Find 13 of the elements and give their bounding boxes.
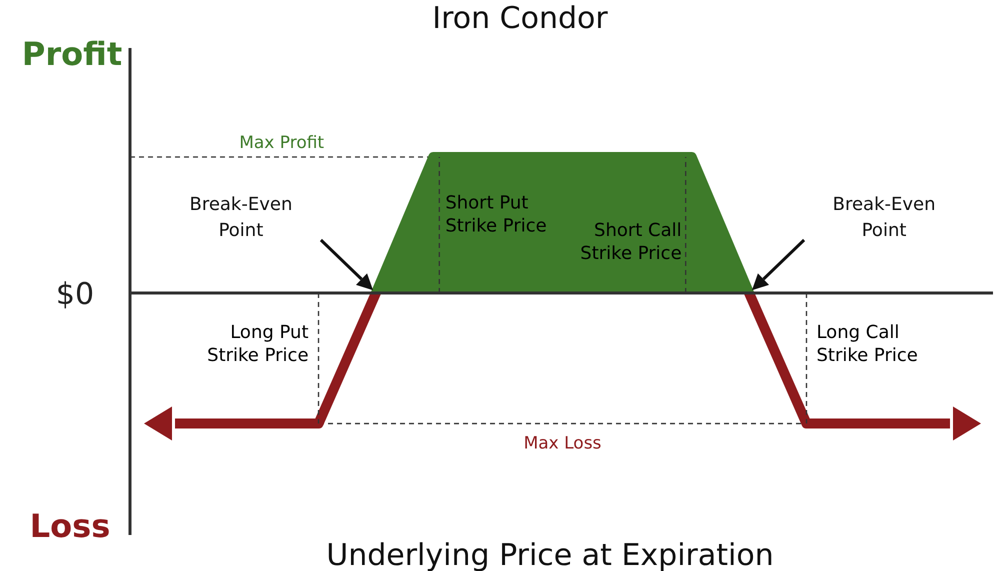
annotation: Short Call Strike Price [580, 220, 682, 264]
annotation: Long Call Strike Price [816, 322, 918, 366]
ref-line-label: Max Loss [524, 434, 602, 454]
text: $0 [56, 277, 94, 312]
annotation: Long Put Strike Price [207, 322, 309, 366]
chart-title: Iron Condor [432, 1, 608, 36]
annotation: Short Put Strike Price [445, 192, 547, 237]
text: Loss [30, 507, 110, 545]
text: Profit [22, 35, 122, 73]
annotation: Break-Even Point [189, 194, 292, 241]
annotation: Break-Even Point [832, 194, 936, 241]
x-axis-title: Underlying Price at Expiration [326, 538, 774, 571]
ref-line-label: Max Profit [239, 133, 324, 153]
